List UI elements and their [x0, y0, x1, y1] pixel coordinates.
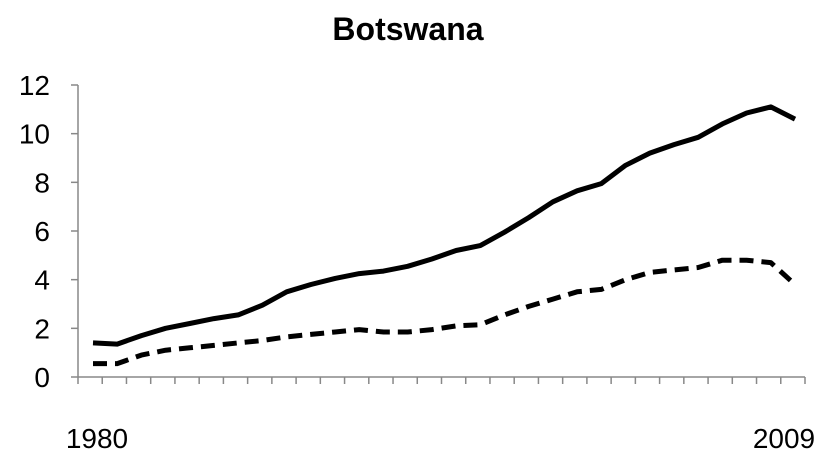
axes: [71, 84, 806, 384]
y-tick-label: 10: [19, 119, 50, 150]
y-tick-label: 12: [19, 70, 50, 101]
series-line-dashed: [93, 257, 797, 367]
y-tick-label: 8: [34, 167, 50, 198]
y-tick-label: 6: [34, 216, 50, 247]
y-tick-label: 0: [34, 362, 50, 393]
x-tick-label-start: 1980: [66, 423, 128, 454]
y-tick-label: 4: [34, 265, 50, 296]
series-layer: [92, 104, 797, 367]
x-tick-label-end: 2009: [753, 423, 815, 454]
y-tick-label: 2: [34, 313, 50, 344]
y-tick-labels: 0 2 4 6 8 10 12: [19, 70, 50, 393]
chart-title: Botswana: [332, 11, 483, 47]
series-line-solid: [92, 104, 797, 347]
